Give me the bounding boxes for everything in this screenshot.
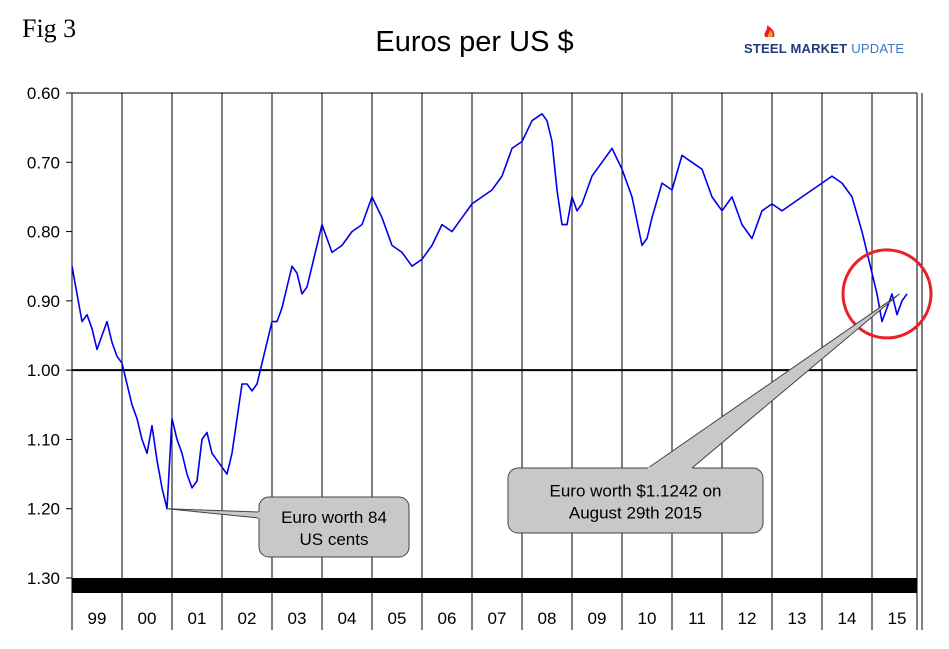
figure-label: Fig 3 <box>22 14 77 43</box>
logo-text-secondary: UPDATE <box>851 40 905 56</box>
x-tick-label: 01 <box>188 609 207 628</box>
highlight-circle <box>841 248 933 340</box>
callout-pointer <box>166 508 260 519</box>
logo-flame-icon <box>764 25 775 37</box>
chart-axes <box>71 92 918 630</box>
x-tick-label: 11 <box>688 609 706 628</box>
x-tick-label: 13 <box>788 609 807 628</box>
y-axis-ticks: 0.60 0.70 0.80 0.90 1.00 1.10 1.20 1.30 <box>27 84 72 588</box>
x-tick-label: 07 <box>488 609 507 628</box>
callout-box <box>258 496 410 558</box>
callout-text-line2: August 29th 2015 <box>569 504 702 523</box>
x-tick-label: 12 <box>738 609 757 628</box>
callout-pointer <box>646 293 900 469</box>
x-tick-label: 05 <box>388 609 407 628</box>
highlight-layer <box>841 248 933 340</box>
x-tick-label: 02 <box>238 609 257 628</box>
y-tick-label: 1.30 <box>27 569 60 588</box>
x-tick-label: 08 <box>538 609 557 628</box>
callout: Euro worth $1.1242 on August 29th 2015 <box>507 293 900 534</box>
x-axis-band <box>72 578 917 593</box>
logo-text-primary: STEEL MARKET <box>744 40 848 56</box>
callout-text-line1: Euro worth 84 <box>281 508 387 527</box>
y-tick-label: 0.80 <box>27 223 60 242</box>
x-tick-label: 00 <box>138 609 157 628</box>
x-tick-label: 10 <box>638 609 657 628</box>
brand-logo: STEEL MARKET UPDATE <box>744 25 905 58</box>
vertical-grid <box>71 93 923 630</box>
chart-title: Euros per US $ <box>375 26 574 58</box>
callout-text-line2: US cents <box>300 530 369 549</box>
series-layer <box>71 113 908 510</box>
y-tick-label: 0.60 <box>27 84 60 103</box>
x-axis-ticks: 99 00 01 02 03 04 05 06 07 08 09 10 11 12 13 14 15 <box>88 609 907 628</box>
x-tick-label: 14 <box>838 609 857 628</box>
y-tick-label: 1.20 <box>27 500 60 519</box>
y-tick-label: 0.90 <box>27 292 60 311</box>
x-tick-label: 99 <box>88 609 107 628</box>
x-tick-label: 15 <box>888 609 907 628</box>
callout-text-line1: Euro worth $1.1242 on <box>549 482 721 501</box>
callout: Euro worth 84 US cents <box>166 496 410 558</box>
y-tick-label: 1.00 <box>27 361 60 380</box>
y-tick-label: 0.70 <box>27 153 60 172</box>
series-line <box>71 113 908 510</box>
x-tick-label: 04 <box>338 609 357 628</box>
y-tick-label: 1.10 <box>27 430 60 449</box>
callout-box <box>507 467 764 534</box>
callout-layer: Euro worth 84 US cents Euro worth $1.1242 … <box>166 293 900 558</box>
x-tick-label: 09 <box>588 609 607 628</box>
x-tick-label: 06 <box>438 609 457 628</box>
x-tick-label: 03 <box>288 609 307 628</box>
